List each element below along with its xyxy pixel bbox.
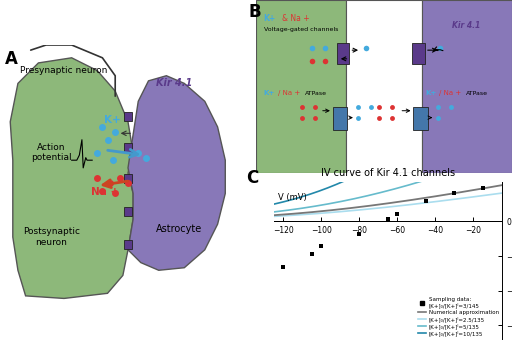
Title: IV curve of Kir 4.1 channels: IV curve of Kir 4.1 channels <box>321 168 455 178</box>
Bar <box>422 0 512 173</box>
Bar <box>412 43 425 64</box>
Text: Voltage-gated channels: Voltage-gated channels <box>264 27 338 32</box>
Bar <box>124 207 132 216</box>
Bar <box>346 0 422 173</box>
Bar <box>414 107 428 130</box>
Text: Kir 4.1: Kir 4.1 <box>452 21 480 30</box>
Text: C: C <box>247 169 259 187</box>
Text: Astrocyte: Astrocyte <box>156 224 202 234</box>
Text: Action
potential: Action potential <box>31 143 72 162</box>
Text: Presynaptic neuron: Presynaptic neuron <box>20 66 108 75</box>
Bar <box>124 240 132 249</box>
Text: V (mV): V (mV) <box>278 193 307 202</box>
Text: / Na +: / Na + <box>439 90 461 96</box>
Text: K+: K+ <box>264 14 276 23</box>
Text: K+: K+ <box>425 90 436 96</box>
Text: B: B <box>248 3 261 21</box>
Bar <box>333 107 347 130</box>
Text: Kir 4.1: Kir 4.1 <box>156 79 192 88</box>
Bar <box>337 43 349 64</box>
Text: ATPase: ATPase <box>466 91 488 96</box>
Bar <box>256 0 346 173</box>
Text: Na +: Na + <box>91 187 119 197</box>
Legend: Sampling data:
[K+]₀/[K+]ᴵ=3/145, Numerical approximation, [K+]₀/[K+]ᴵ=2.5/135, : Sampling data: [K+]₀/[K+]ᴵ=3/145, Numeri… <box>418 297 499 336</box>
Bar <box>124 173 132 183</box>
Text: K+: K+ <box>103 115 120 125</box>
Text: K+: K+ <box>264 90 275 96</box>
Text: & Na +: & Na + <box>282 14 309 23</box>
Text: ATPase: ATPase <box>305 91 327 96</box>
Polygon shape <box>10 58 133 299</box>
Text: A: A <box>5 50 18 68</box>
Polygon shape <box>128 76 225 270</box>
Text: / Na +: / Na + <box>278 90 300 96</box>
Bar <box>124 112 132 121</box>
Bar <box>124 143 132 152</box>
Text: Postsynaptic
neuron: Postsynaptic neuron <box>23 227 80 247</box>
